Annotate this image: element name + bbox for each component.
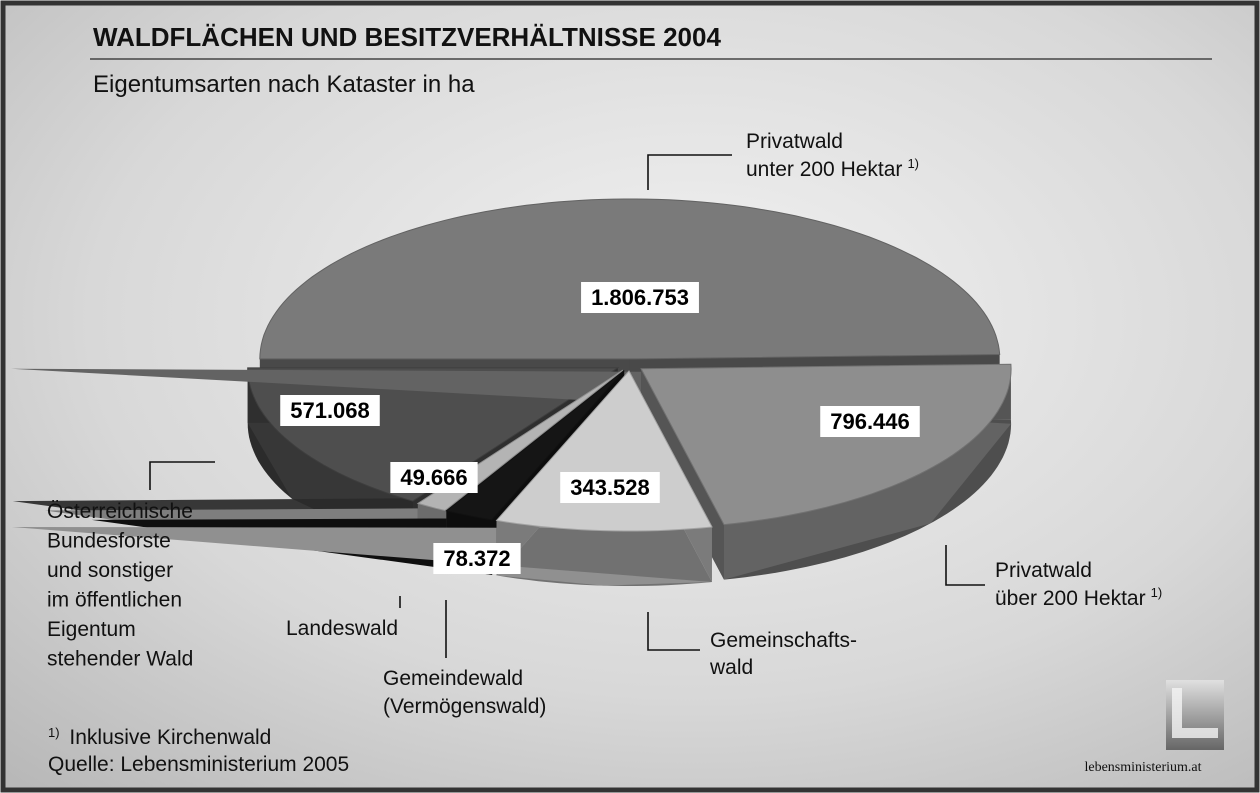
category-label-line: Bundesforste [47,530,171,553]
category-label: Landeswald [286,617,398,640]
value-label: 78.372 [433,543,520,574]
category-label-line: im öffentlichen [47,589,182,612]
category-label-line: stehender Wald [47,648,193,671]
category-label-line: unter 200 Hektar [746,158,902,181]
category-label-line: Eigentum [47,618,136,641]
value-label-text: 78.372 [443,546,510,571]
value-label: 343.528 [560,472,660,503]
value-label: 1.806.753 [581,282,699,313]
value-label-text: 571.068 [290,398,370,423]
value-label-text: 49.666 [400,465,467,490]
footnote-text: Inklusive Kirchenwald [69,726,271,749]
category-label-line: Privatwald [746,130,843,153]
value-label: 571.068 [280,395,380,426]
category-label-line: Landeswald [286,617,398,640]
category-label-line: und sonstiger [47,559,173,582]
source: Quelle: Lebensministerium 2005 [48,753,349,776]
value-label-text: 796.446 [830,409,910,434]
chart: WALDFLÄCHEN UND BESITZVERHÄLTNISSE 2004 … [0,0,1260,793]
label-note: 1) [1151,585,1163,600]
footnote-mark: 1) [48,725,60,740]
category-label-line: wald [709,656,753,679]
category-label-line: Gemeinschafts- [710,629,857,652]
label-note: 1) [907,156,919,171]
category-label-line: Österreichische [47,500,193,523]
chart-title: WALDFLÄCHEN UND BESITZVERHÄLTNISSE 2004 [93,22,721,52]
subtitle: Eigentumsarten nach Kataster in ha [93,71,475,98]
value-label-text: 1.806.753 [591,285,689,310]
category-label-line: Privatwald [995,559,1092,582]
value-label-text: 343.528 [570,475,650,500]
value-label: 796.446 [820,406,920,437]
category-label-line: (Vermögenswald) [383,695,546,718]
category-label-line: über 200 Hektar [995,587,1146,610]
category-label-line: Gemeindewald [383,667,523,690]
value-label: 49.666 [390,462,477,493]
logo-text: lebensministerium.at [1084,760,1201,775]
